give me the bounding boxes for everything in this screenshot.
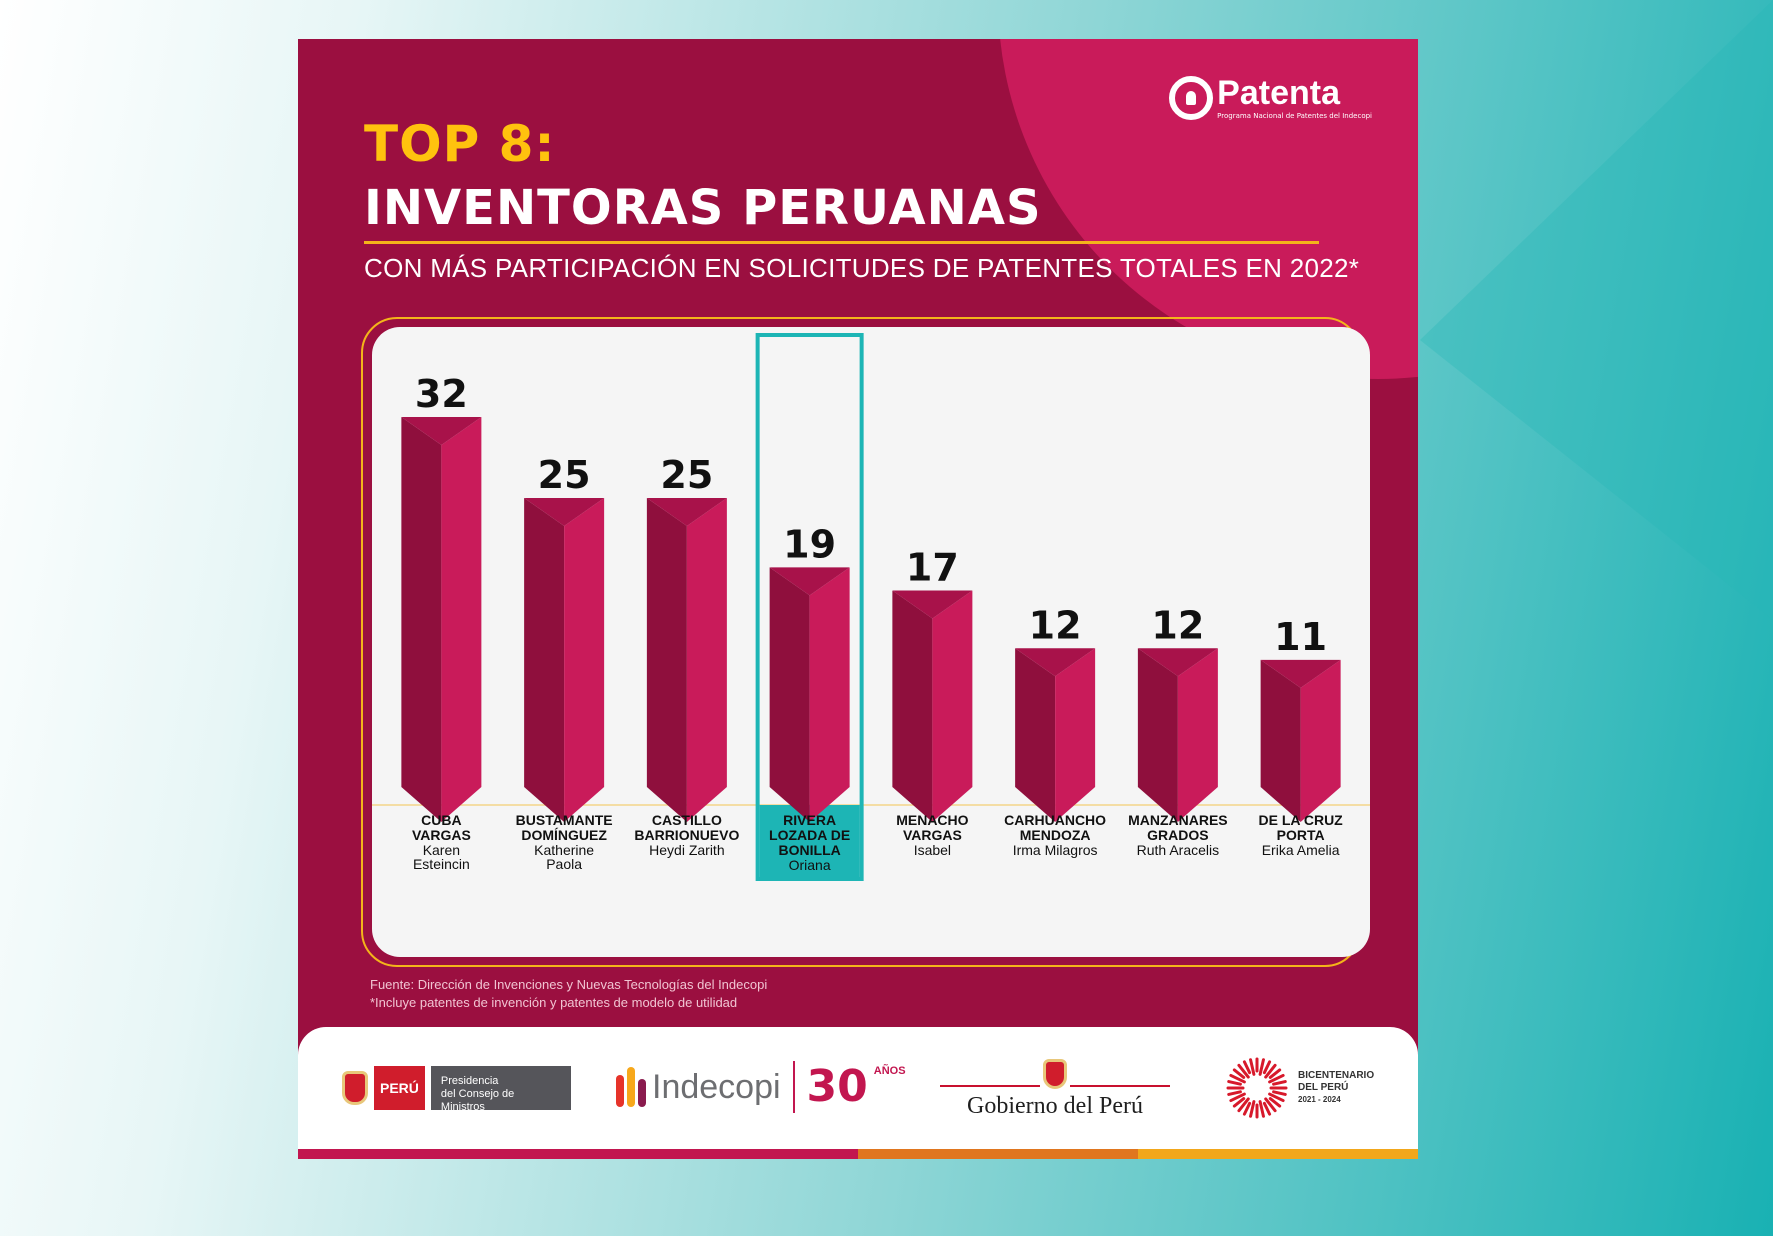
category-surname: DE LA CRUZ [1258, 812, 1343, 828]
bar [1260, 659, 1341, 822]
gob-line-left [940, 1085, 1040, 1087]
value-label: 12 [1151, 603, 1204, 647]
bar [1137, 648, 1218, 822]
patenta-lock-icon [1169, 76, 1214, 120]
category-surname: BARRIONUEVO [634, 827, 739, 843]
bar [524, 497, 605, 822]
infographic-card: Patenta Programa Nacional de Patentes de… [298, 39, 1418, 1159]
gobierno-logo: Gobierno del Perú [940, 1059, 1170, 1120]
category-given-name: Esteincin [413, 856, 470, 872]
footer-stripe-orange [858, 1149, 1138, 1159]
category-surname: MENDOZA [1020, 827, 1091, 843]
category-given-name: Isabel [914, 842, 951, 858]
category-surname: DOMÍNGUEZ [521, 827, 607, 843]
value-label: 17 [906, 545, 959, 589]
category-surname: CARHUANCHO [1004, 812, 1106, 828]
value-label: 11 [1274, 615, 1327, 659]
bicentenario-sun-icon [1226, 1057, 1288, 1119]
footer-stripe-red [298, 1149, 858, 1159]
category-surname: LOZADA DE [769, 827, 850, 843]
value-label: 12 [1029, 603, 1082, 647]
peru-shield-icon [342, 1071, 368, 1105]
category-surname: GRADOS [1147, 827, 1208, 843]
bicentenario-logo: BICENTENARIO DEL PERÚ 2021 - 2024 [1226, 1057, 1374, 1119]
asterisk-note: *Incluye patentes de invención y patente… [370, 995, 738, 1010]
footnotes: Fuente: Dirección de Invenciones y Nueva… [370, 976, 767, 1012]
category-surname: RIVERA [783, 812, 836, 828]
value-label: 32 [415, 372, 468, 416]
category-given-name: Karen [423, 842, 460, 858]
category-surname: BUSTAMANTE [516, 812, 613, 828]
indecopi-wordmark: Indecopi [652, 1067, 781, 1106]
bicentenario-years: 2021 - 2024 [1298, 1095, 1341, 1104]
patenta-tagline: Programa Nacional de Patentes del Indeco… [1217, 112, 1372, 120]
category-surname: CUBA [421, 812, 461, 828]
page-title: INVENTORAS PERUANAS [364, 180, 1042, 236]
category-surname: CASTILLO [652, 812, 722, 828]
bar [769, 567, 850, 822]
page-subtitle: CON MÁS PARTICIPACIÓN EN SOLICITUDES DE … [364, 253, 1360, 283]
category-given-name: Ruth Aracelis [1137, 842, 1219, 858]
indecopi-separator [792, 1061, 795, 1113]
indecopi-logo: Indecopi 30 AÑOS [616, 1061, 906, 1113]
indecopi-30-years: 30 [806, 1061, 868, 1112]
pcm-name: Presidencia del Consejo de Ministros [430, 1066, 571, 1113]
category-surname: PORTA [1277, 827, 1325, 843]
pcm-line-2: del Consejo de Ministros [440, 1088, 515, 1113]
title-top: TOP 8: [364, 115, 556, 173]
peru-crest-icon [1043, 1059, 1067, 1089]
bicentenario-line-2: DEL PERÚ [1298, 1082, 1349, 1093]
value-label: 19 [783, 522, 836, 566]
indecopi-anos: AÑOS [873, 1065, 906, 1077]
title-divider [364, 241, 1319, 244]
category-given-name: Katherine [534, 842, 594, 858]
category-surname: BONILLA [779, 842, 841, 858]
bicentenario-text: BICENTENARIO DEL PERÚ 2021 - 2024 [1298, 1070, 1374, 1106]
category-given-name: Erika Amelia [1262, 842, 1340, 858]
gobierno-text: Gobierno del Perú [967, 1093, 1143, 1119]
category-given-name: Paola [546, 856, 582, 872]
pcm-logo: PERÚ Presidencia del Consejo de Ministro… [342, 1066, 571, 1113]
category-given-name: Oriana [789, 857, 831, 873]
pcm-line-1: Presidencia [440, 1075, 499, 1087]
category-surname: VARGAS [412, 827, 471, 843]
bicentenario-line-1: BICENTENARIO [1298, 1070, 1375, 1081]
value-label: 25 [538, 453, 591, 497]
source-note: Fuente: Dirección de Invenciones y Nueva… [370, 977, 768, 992]
highlight-frame [755, 333, 864, 881]
patenta-wordmark: Patenta [1217, 74, 1340, 112]
bar [1015, 648, 1096, 822]
bar-chart: 32CUBAVARGASKarenEsteincin25BUSTAMANTEDO… [372, 333, 1370, 881]
category-surname: VARGAS [903, 827, 962, 843]
bar [401, 417, 482, 822]
category-given-name: Irma Milagros [1013, 842, 1098, 858]
gob-line-right [1070, 1085, 1170, 1087]
indecopi-mark-icon [616, 1067, 646, 1107]
footer-stripe-yellow [1138, 1149, 1418, 1159]
value-label: 25 [660, 453, 713, 497]
bar [892, 590, 973, 822]
bar [646, 497, 727, 822]
category-given-name: Heydi Zarith [649, 842, 724, 858]
category-surname: MENACHO [896, 812, 968, 828]
pcm-country: PERÚ [374, 1066, 425, 1110]
category-surname: MANZANARES [1128, 812, 1228, 828]
patenta-logo: Patenta Programa Nacional de Patentes de… [1169, 76, 1372, 120]
chart-panel: 32 CUBA VARGAS Karen Esteincin 25 BUSTAMANTE DO… [372, 327, 1370, 957]
